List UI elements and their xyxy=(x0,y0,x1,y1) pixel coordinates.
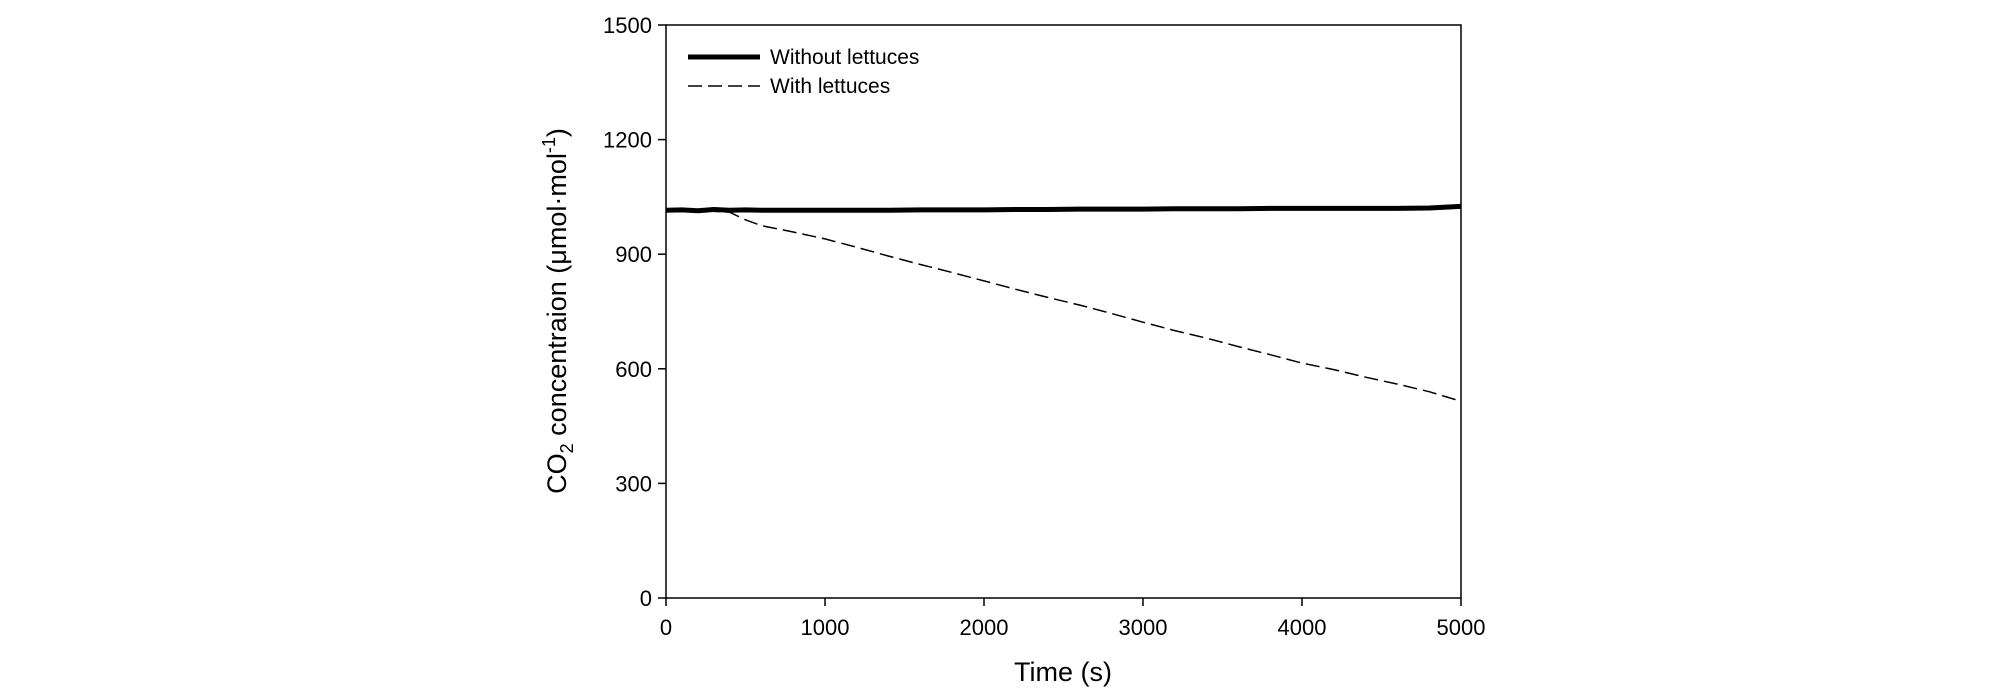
y-axis-title-subscript: 2 xyxy=(557,443,577,453)
x-tick-label: 3000 xyxy=(1119,615,1168,640)
y-tick-label: 600 xyxy=(615,357,652,382)
y-axis-title-suffix: ) xyxy=(542,128,572,137)
y-axis-title-prefix: CO xyxy=(542,453,572,494)
y-tick-label: 0 xyxy=(640,586,652,611)
y-tick-label: 1500 xyxy=(603,13,652,38)
x-tick-label: 0 xyxy=(660,615,672,640)
y-axis-title: CO2 concentraion (μmol·mol-1) xyxy=(539,128,577,494)
legend: Without lettuces With lettuces xyxy=(688,46,919,98)
x-axis-title: Time (s) xyxy=(1014,657,1112,687)
x-tick-label: 4000 xyxy=(1278,615,1327,640)
legend-label-without-lettuces: Without lettuces xyxy=(770,46,919,69)
y-tick-label: 900 xyxy=(615,242,652,267)
y-tick-label: 300 xyxy=(615,471,652,496)
series-line-without-lettuces xyxy=(665,203,1462,214)
x-axis: 0 1000 2000 3000 4000 5000 xyxy=(660,598,1486,640)
legend-label-with-lettuces: With lettuces xyxy=(770,75,890,98)
x-tick-label: 5000 xyxy=(1437,615,1486,640)
x-tick-label: 2000 xyxy=(960,615,1009,640)
y-tick-label: 1200 xyxy=(603,128,652,153)
series-layer xyxy=(665,203,1462,403)
y-axis-title-middle: concentraion (μmol·mol xyxy=(542,153,572,443)
series-line-with-lettuces xyxy=(666,209,1462,403)
plot-frame xyxy=(665,24,1462,599)
x-tick-label: 1000 xyxy=(801,615,850,640)
y-axis-title-superscript: -1 xyxy=(539,137,559,153)
y-axis: 0 300 600 900 1200 1500 xyxy=(603,13,666,611)
